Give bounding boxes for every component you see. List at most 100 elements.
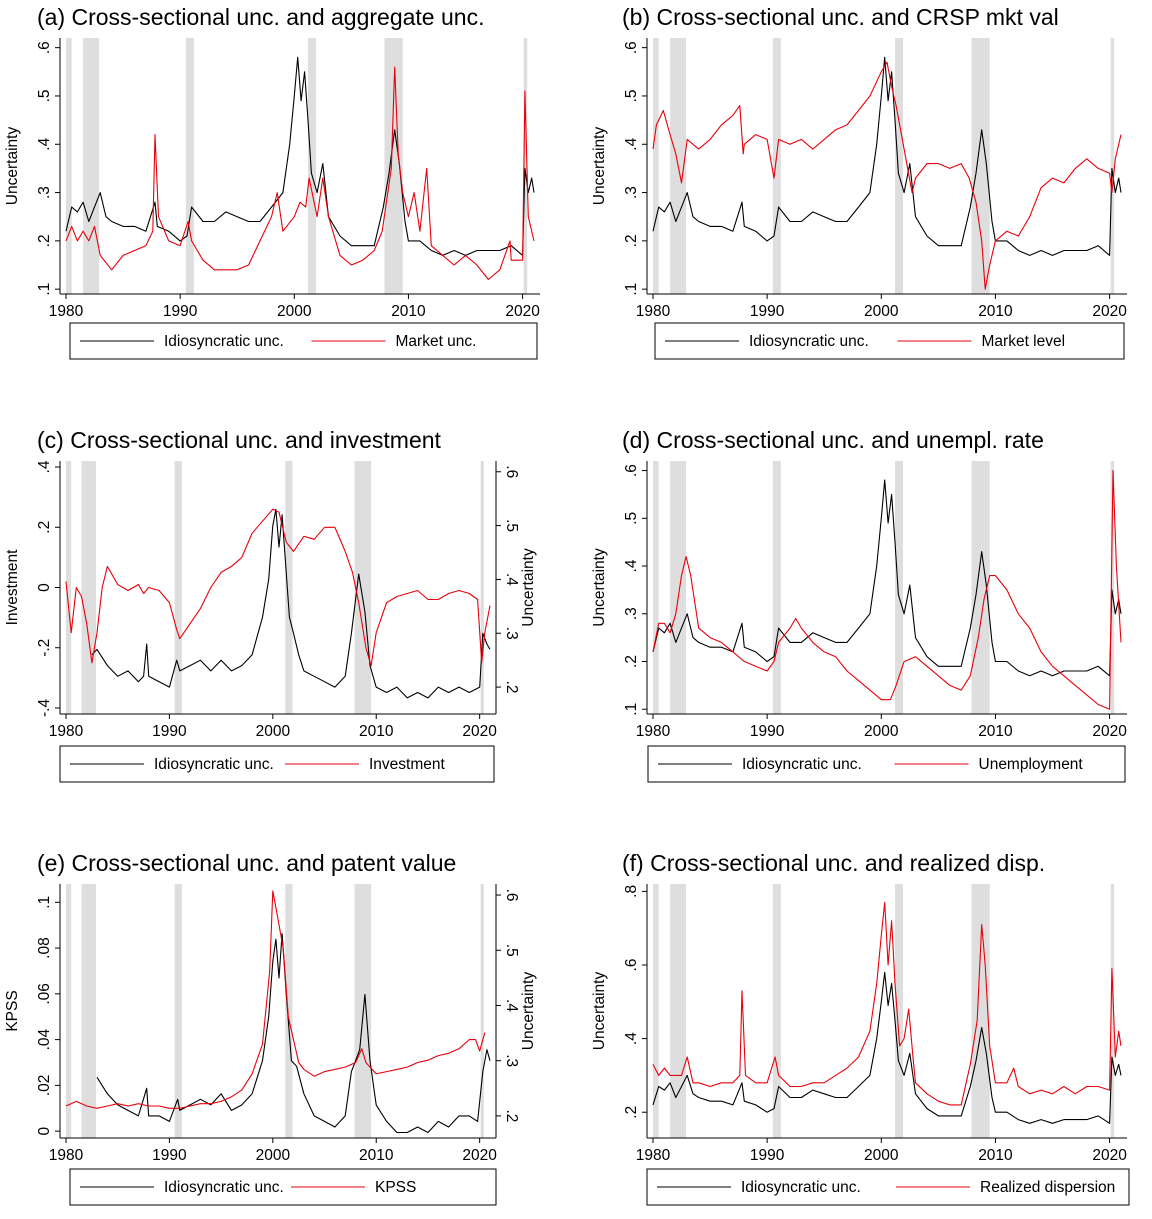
legend-label: Idiosyncratic unc. <box>749 333 869 350</box>
y-tick-label: .4 <box>623 559 640 572</box>
recession-band <box>480 461 484 714</box>
recession-band <box>480 884 484 1138</box>
recession-band <box>772 461 781 714</box>
x-tick-label: 2000 <box>256 1147 291 1164</box>
x-tick-label: 1990 <box>152 1147 187 1164</box>
x-tick-label: 2010 <box>978 303 1013 320</box>
recession-band <box>66 38 72 294</box>
y-axis-label: KPSS <box>4 990 21 1031</box>
y-tick-label: .5 <box>623 89 640 102</box>
y-tick-label: .3 <box>36 186 53 199</box>
y2-tick-label: .6 <box>503 889 520 902</box>
chart-panel-2: (b) Cross-sectional unc. and CRSP mkt va… <box>591 4 1127 360</box>
y-tick-label: .6 <box>623 464 640 477</box>
chart-title: (f) Cross-sectional unc. and realized di… <box>622 850 1045 876</box>
series-line-comparison <box>65 508 491 667</box>
y2-tick-label: .2 <box>503 681 520 694</box>
y-axis-label: Uncertainty <box>591 548 608 627</box>
y2-tick-label: .2 <box>503 1109 520 1122</box>
y-tick-label: .08 <box>36 937 53 959</box>
y-tick-label: .4 <box>36 137 53 150</box>
y2-tick-label: .4 <box>503 999 520 1012</box>
y-tick-label: -.2 <box>36 639 53 657</box>
chart-title: (a) Cross-sectional unc. and aggregate u… <box>37 4 484 30</box>
recession-band <box>1110 461 1115 714</box>
y2-tick-label: .5 <box>503 519 520 532</box>
series-line-idiosyncratic <box>96 933 491 1134</box>
recession-band <box>174 884 182 1138</box>
x-tick-label: 2010 <box>359 723 394 740</box>
x-tick-label: 1980 <box>49 1147 84 1164</box>
legend-label: Investment <box>369 756 446 773</box>
legend: Idiosyncratic unc. Market level <box>654 322 1125 360</box>
y-tick-label: .2 <box>623 655 640 668</box>
x-tick-label: 2000 <box>864 1147 899 1164</box>
y-tick-label: 0 <box>36 583 53 592</box>
legend-label: Market unc. <box>396 333 477 350</box>
series-line-idiosyncratic <box>652 479 1122 677</box>
x-tick-label: 2020 <box>1092 303 1127 320</box>
series-line-comparison <box>65 890 486 1109</box>
chart-title: (d) Cross-sectional unc. and unempl. rat… <box>622 427 1044 453</box>
legend-label: Idiosyncratic unc. <box>154 756 274 773</box>
recession-band <box>384 38 403 294</box>
legend-label: Realized dispersion <box>980 1179 1115 1196</box>
x-tick-label: 2000 <box>256 723 291 740</box>
legend: Idiosyncratic unc. Realized dispersion <box>646 1168 1130 1206</box>
recession-band <box>894 884 903 1138</box>
y2-tick-label: .5 <box>503 944 520 957</box>
recession-band <box>285 884 293 1138</box>
legend-label: Idiosyncratic unc. <box>164 333 284 350</box>
recession-band <box>653 38 659 294</box>
x-tick-label: 2010 <box>978 723 1013 740</box>
x-tick-label: 1980 <box>636 723 671 740</box>
recession-band <box>1110 884 1115 1138</box>
series-line-idiosyncratic <box>652 56 1122 256</box>
y-tick-label: .1 <box>623 703 640 716</box>
series-line-idiosyncratic <box>65 56 535 256</box>
y-tick-label: .06 <box>36 983 53 1005</box>
y-tick-label: .02 <box>36 1075 53 1097</box>
recession-band <box>174 461 182 714</box>
y-tick-label: .6 <box>623 41 640 54</box>
y-tick-label: .3 <box>623 186 640 199</box>
legend: Idiosyncratic unc. Market unc. <box>69 322 538 360</box>
y-tick-label: -.4 <box>36 699 53 717</box>
y-tick-label: .2 <box>623 234 640 247</box>
y2-axis-label: Uncertainty <box>520 548 537 627</box>
y-tick-label: .4 <box>623 137 640 150</box>
chart-title: (b) Cross-sectional unc. and CRSP mkt va… <box>622 4 1059 30</box>
x-tick-label: 1990 <box>750 1147 785 1164</box>
chart-panel-6: (f) Cross-sectional unc. and realized di… <box>591 850 1130 1206</box>
y-tick-label: .1 <box>36 283 53 296</box>
recession-band <box>66 884 72 1138</box>
legend-label: Unemployment <box>979 756 1084 773</box>
y-tick-label: .2 <box>36 521 53 534</box>
x-tick-label: 2020 <box>1092 1147 1127 1164</box>
x-tick-label: 2000 <box>277 303 312 320</box>
y-tick-label: .1 <box>36 896 53 909</box>
y-axis-label: Uncertainty <box>4 127 21 206</box>
x-tick-label: 2010 <box>391 303 426 320</box>
series-line-comparison <box>652 61 1122 290</box>
recession-band <box>971 38 990 294</box>
series-line-idiosyncratic <box>652 971 1122 1124</box>
recession-band <box>185 38 194 294</box>
recession-band <box>670 461 687 714</box>
recession-band <box>772 38 781 294</box>
y-axis-label: Uncertainty <box>591 972 608 1051</box>
x-tick-label: 1980 <box>636 1147 671 1164</box>
recession-band <box>894 461 903 714</box>
recession-band <box>653 884 659 1138</box>
legend: Idiosyncratic unc. Investment <box>59 745 495 783</box>
recession-band <box>285 461 293 714</box>
recession-band <box>66 461 72 714</box>
legend-label: Idiosyncratic unc. <box>164 1179 284 1196</box>
x-tick-label: 2020 <box>462 1147 497 1164</box>
chart-panel-4: (d) Cross-sectional unc. and unempl. rat… <box>591 427 1127 783</box>
x-tick-label: 2010 <box>359 1147 394 1164</box>
x-tick-label: 2010 <box>978 1147 1013 1164</box>
recession-band <box>894 38 903 294</box>
chart-title: (c) Cross-sectional unc. and investment <box>37 427 442 453</box>
series-line-idiosyncratic <box>91 508 491 699</box>
